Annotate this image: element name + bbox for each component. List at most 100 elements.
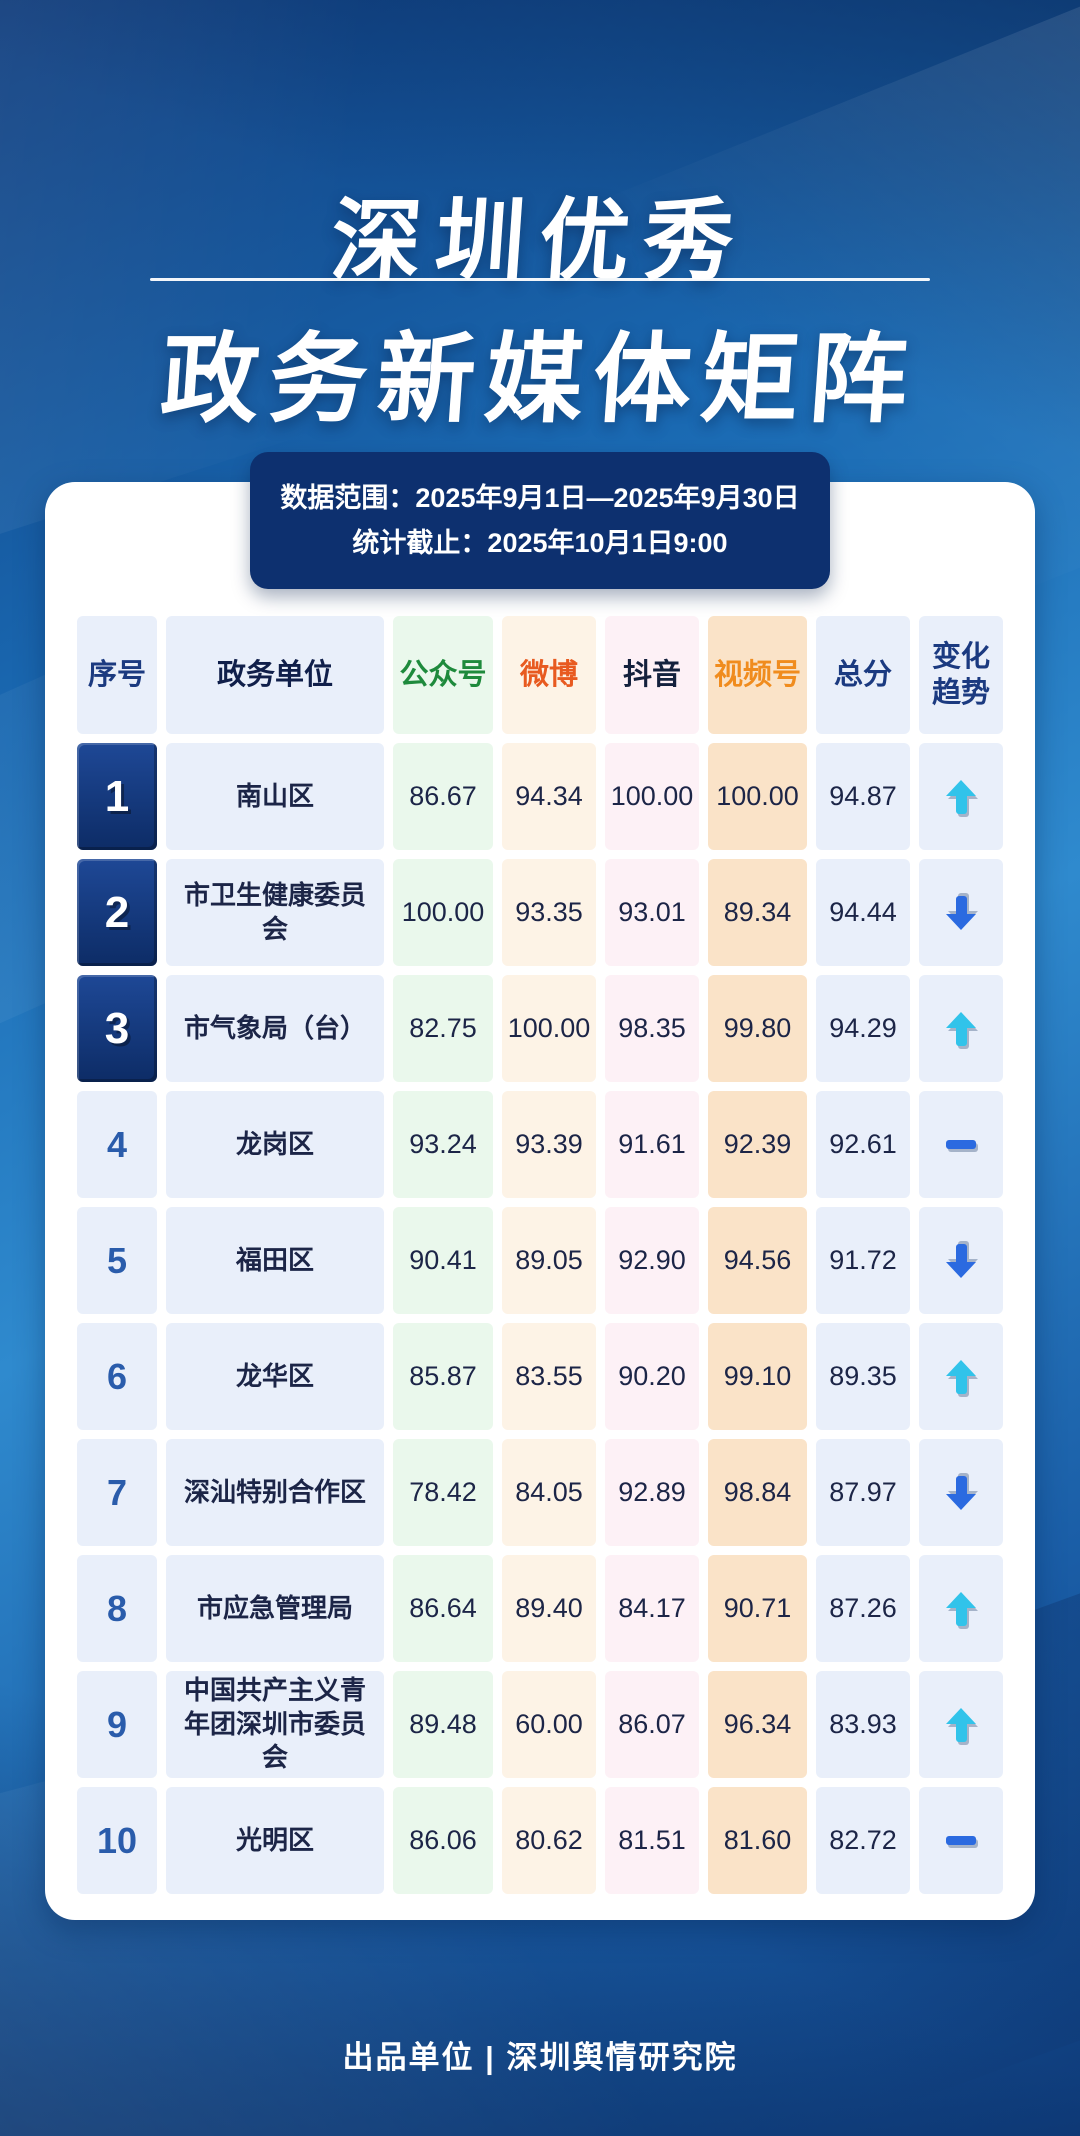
arrow-head [946, 1591, 976, 1608]
score-gongzhonghao: 100.00 [393, 859, 493, 966]
score-shipinhao: 81.60 [708, 1787, 807, 1894]
score-total: 91.72 [816, 1207, 910, 1314]
rank-badge: 1 [77, 743, 157, 850]
trend-cell [919, 975, 1003, 1082]
unit-name: 市应急管理局 [166, 1555, 384, 1662]
score-douyin: 91.61 [605, 1091, 699, 1198]
trend-up-icon [946, 1591, 976, 1626]
unit-name: 深汕特别合作区 [166, 1439, 384, 1546]
score-weibo: 100.00 [502, 975, 596, 1082]
title-divider [150, 278, 930, 281]
arrow-head [946, 913, 976, 930]
header-gongzhonghao: 公众号 [393, 616, 493, 734]
unit-name: 龙华区 [166, 1323, 384, 1430]
score-total: 94.87 [816, 743, 910, 850]
trend-cell [919, 1439, 1003, 1546]
trend-cell [919, 1091, 1003, 1198]
rank-badge: 9 [77, 1671, 157, 1778]
score-weibo: 93.39 [502, 1091, 596, 1198]
score-total: 92.61 [816, 1091, 910, 1198]
footer-credit: 出品单位 | 深圳舆情研究院 [342, 2040, 738, 2075]
score-shipinhao: 94.56 [708, 1207, 807, 1314]
trend-flat-icon [946, 1836, 976, 1845]
header-douyin: 抖音 [605, 616, 699, 734]
score-weibo: 93.35 [502, 859, 596, 966]
trend-up-icon [946, 1359, 976, 1394]
trend-cell [919, 859, 1003, 966]
score-gongzhonghao: 90.41 [393, 1207, 493, 1314]
score-shipinhao: 99.80 [708, 975, 807, 1082]
unit-name: 龙岗区 [166, 1091, 384, 1198]
score-shipinhao: 92.39 [708, 1091, 807, 1198]
score-gongzhonghao: 86.06 [393, 1787, 493, 1894]
score-douyin: 84.17 [605, 1555, 699, 1662]
score-weibo: 80.62 [502, 1787, 596, 1894]
score-douyin: 100.00 [605, 743, 699, 850]
score-douyin: 93.01 [605, 859, 699, 966]
score-weibo: 89.05 [502, 1207, 596, 1314]
trend-cell [919, 1323, 1003, 1430]
score-douyin: 86.07 [605, 1671, 699, 1778]
score-douyin: 98.35 [605, 975, 699, 1082]
arrow-stem [955, 1375, 967, 1394]
page-title-line2: 政务新媒体矩阵 [157, 324, 922, 434]
unit-name: 市气象局（台） [166, 975, 384, 1082]
trend-up-icon [946, 1011, 976, 1046]
trend-cell [919, 1555, 1003, 1662]
arrow-stem [955, 1607, 967, 1626]
trend-cell [919, 1671, 1003, 1778]
arrow-head [946, 779, 976, 796]
trend-cell [919, 743, 1003, 850]
score-gongzhonghao: 78.42 [393, 1439, 493, 1546]
header-unit: 政务单位 [166, 616, 384, 734]
arrow-stem [955, 1027, 967, 1046]
score-gongzhonghao: 85.87 [393, 1323, 493, 1430]
score-total: 94.44 [816, 859, 910, 966]
unit-name: 福田区 [166, 1207, 384, 1314]
arrow-stem [955, 895, 967, 914]
score-gongzhonghao: 89.48 [393, 1671, 493, 1778]
header-total: 总分 [816, 616, 910, 734]
header-trend: 变化 趋势 [919, 616, 1003, 734]
score-weibo: 60.00 [502, 1671, 596, 1778]
score-weibo: 89.40 [502, 1555, 596, 1662]
arrow-head [946, 1261, 976, 1278]
rank-badge: 3 [77, 975, 157, 1082]
score-shipinhao: 96.34 [708, 1671, 807, 1778]
rank-badge: 2 [77, 859, 157, 966]
ranking-table: 序号 政务单位 公众号 微博 抖音 视频号 总分 变化 趋势 1 南山区 86.67 94.34 100… [77, 616, 1003, 1894]
rank-badge: 8 [77, 1555, 157, 1662]
trend-cell [919, 1787, 1003, 1894]
trend-down-icon [946, 1243, 976, 1278]
arrow-head [946, 1011, 976, 1028]
score-gongzhonghao: 82.75 [393, 975, 493, 1082]
trend-flat-icon [946, 1140, 976, 1149]
score-shipinhao: 90.71 [708, 1555, 807, 1662]
score-shipinhao: 98.84 [708, 1439, 807, 1546]
score-total: 94.29 [816, 975, 910, 1082]
unit-name: 光明区 [166, 1787, 384, 1894]
score-douyin: 92.90 [605, 1207, 699, 1314]
arrow-head [946, 1359, 976, 1376]
unit-name: 中国共产主义青年团深圳市委员会 [166, 1671, 384, 1778]
score-douyin: 92.89 [605, 1439, 699, 1546]
rank-badge: 4 [77, 1091, 157, 1198]
score-gongzhonghao: 86.64 [393, 1555, 493, 1662]
arrow-stem [955, 1243, 967, 1262]
trend-down-icon [946, 1475, 976, 1510]
score-total: 87.97 [816, 1439, 910, 1546]
score-shipinhao: 89.34 [708, 859, 807, 966]
score-douyin: 81.51 [605, 1787, 699, 1894]
rank-badge: 5 [77, 1207, 157, 1314]
trend-cell [919, 1207, 1003, 1314]
arrow-stem [955, 1475, 967, 1494]
score-gongzhonghao: 86.67 [393, 743, 493, 850]
arrow-stem [955, 795, 967, 814]
date-range-badge: 数据范围：2025年9月1日—2025年9月30日 统计截止：2025年10月1… [250, 452, 830, 590]
score-weibo: 94.34 [502, 743, 596, 850]
score-total: 89.35 [816, 1323, 910, 1430]
stats-cutoff-text: 统计截止：2025年10月1日9:00 [352, 527, 728, 558]
arrow-head [946, 1707, 976, 1724]
score-douyin: 90.20 [605, 1323, 699, 1430]
